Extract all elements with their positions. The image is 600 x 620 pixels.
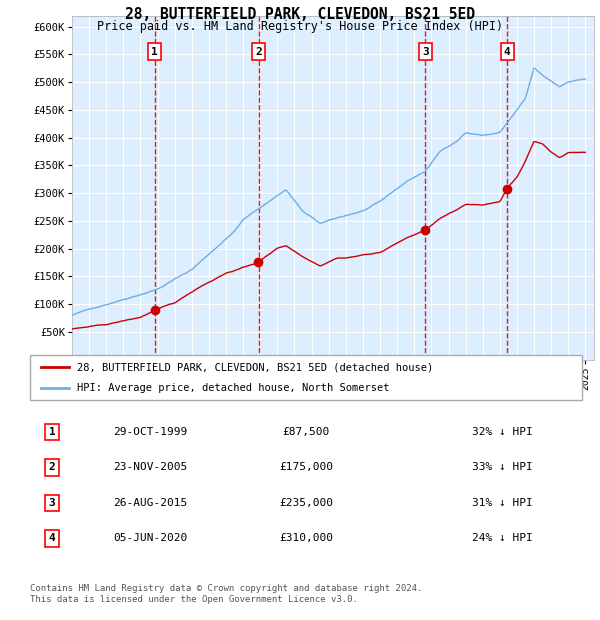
Text: 1: 1 [151,46,158,56]
Text: 4: 4 [49,533,55,543]
Text: 24% ↓ HPI: 24% ↓ HPI [472,533,532,543]
Text: 28, BUTTERFIELD PARK, CLEVEDON, BS21 5ED: 28, BUTTERFIELD PARK, CLEVEDON, BS21 5ED [125,7,475,22]
Text: £310,000: £310,000 [279,533,333,543]
Text: 3: 3 [422,46,429,56]
Text: £87,500: £87,500 [283,427,329,437]
Text: £235,000: £235,000 [279,498,333,508]
Text: 26-AUG-2015: 26-AUG-2015 [113,498,187,508]
Text: 31% ↓ HPI: 31% ↓ HPI [472,498,532,508]
Text: 1: 1 [49,427,55,437]
FancyBboxPatch shape [30,355,582,400]
Text: £175,000: £175,000 [279,463,333,472]
Text: 28, BUTTERFIELD PARK, CLEVEDON, BS21 5ED (detached house): 28, BUTTERFIELD PARK, CLEVEDON, BS21 5ED… [77,362,433,373]
Text: This data is licensed under the Open Government Licence v3.0.: This data is licensed under the Open Gov… [30,595,358,604]
Text: Price paid vs. HM Land Registry's House Price Index (HPI): Price paid vs. HM Land Registry's House … [97,20,503,33]
Text: 4: 4 [504,46,511,56]
Text: Contains HM Land Registry data © Crown copyright and database right 2024.: Contains HM Land Registry data © Crown c… [30,584,422,593]
Text: 2: 2 [255,46,262,56]
Text: 33% ↓ HPI: 33% ↓ HPI [472,463,532,472]
Text: 3: 3 [49,498,55,508]
Text: 2: 2 [49,463,55,472]
Text: 23-NOV-2005: 23-NOV-2005 [113,463,187,472]
Text: 32% ↓ HPI: 32% ↓ HPI [472,427,532,437]
Text: 05-JUN-2020: 05-JUN-2020 [113,533,187,543]
Text: HPI: Average price, detached house, North Somerset: HPI: Average price, detached house, Nort… [77,383,389,393]
Text: 29-OCT-1999: 29-OCT-1999 [113,427,187,437]
